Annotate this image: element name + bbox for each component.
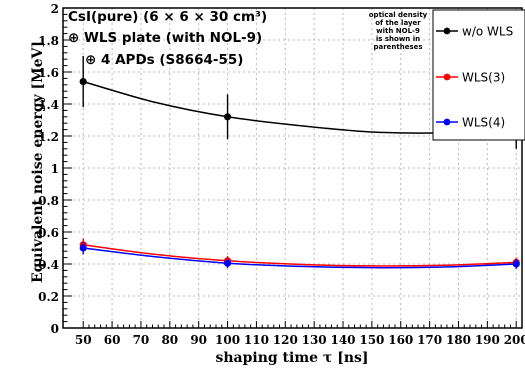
x-tick-label: 90 [190,333,207,347]
y-tick-label: 2 [51,2,59,16]
x-tick-label: 180 [446,333,471,347]
legend-label: WLS(3) [462,71,505,85]
annotation: CsI(pure) (6 × 6 × 30 cm³) ⊕ WLS plate (… [68,9,428,68]
legend-marker [443,118,451,126]
data-point [223,113,232,121]
annotation-note-line: is shown in [376,35,420,43]
data-point [512,260,520,268]
y-tick-label: 0.8 [38,194,59,208]
legend-marker [443,27,451,35]
fit-curve-3 [83,247,517,269]
x-tick-label: 170 [417,333,442,347]
x-tick-label: 60 [104,333,121,347]
grid [63,7,522,329]
y-tick-label: 1.6 [38,66,59,80]
legend-entries: w/o WLS WLS(3) WLS(4) [436,25,513,130]
data-points [79,56,520,269]
x-tick-label: 110 [244,333,269,347]
x-tick-label: 140 [330,333,355,347]
annotation-note-line: parentheses [373,43,422,51]
x-tick-label: 50 [75,333,92,347]
x-tick-label: 200 [504,333,525,347]
data-point [79,244,87,252]
x-tick-label: 100 [215,333,240,347]
x-axis-title: shaping time τ [ns] [215,350,368,366]
legend-label: w/o WLS [462,25,513,39]
x-tick-label: 150 [359,333,384,347]
x-tick-labels: 50 60 70 80 90 100 110 120 130 140 150 160 170 180 190… [75,333,525,347]
y-tick-label: 1.4 [38,98,59,112]
x-tick-label: 120 [273,333,298,347]
x-tick-label: 190 [475,333,500,347]
y-axis-title: Equivalent noise energy [MeV] [30,41,46,283]
annotation-note-line: with NOL-9 [376,27,420,35]
x-tick-label: 130 [302,333,327,347]
y-tick-label: 0 [51,322,59,336]
annotation-note-line: of the layer [375,19,421,27]
x-tick-label: 70 [133,333,150,347]
data-point [79,78,87,86]
y-tick-label: 1.2 [38,130,59,144]
y-tick-label: 1.8 [38,34,59,48]
annotation-line-3: ⊕ 4 APDs (S8664-55) [85,52,243,68]
legend: w/o WLS WLS(3) WLS(4) [432,9,525,141]
data-point [223,259,232,267]
x-tick-label: 80 [161,333,178,347]
y-tick-label: 0.2 [38,290,59,304]
annotation-note-line: optical density [369,11,428,19]
fit-curve-2 [83,244,517,267]
y-tick-label: 0.6 [38,226,59,240]
y-tick-label: 1 [51,162,59,176]
y-tick-label: 0.4 [38,258,59,272]
annotation-line-2: ⊕ WLS plate (with NOL-9) [68,30,262,46]
plot-frame [62,7,523,329]
y-tick-labels: 0 0.2 0.4 0.6 0.8 1 1.2 1.4 1.6 1.8 2 [38,2,59,336]
x-tick-label: 160 [388,333,413,347]
legend-label: WLS(4) [462,116,505,130]
annotation-line-1: CsI(pure) (6 × 6 × 30 cm³) [68,9,267,25]
legend-marker [443,73,451,81]
